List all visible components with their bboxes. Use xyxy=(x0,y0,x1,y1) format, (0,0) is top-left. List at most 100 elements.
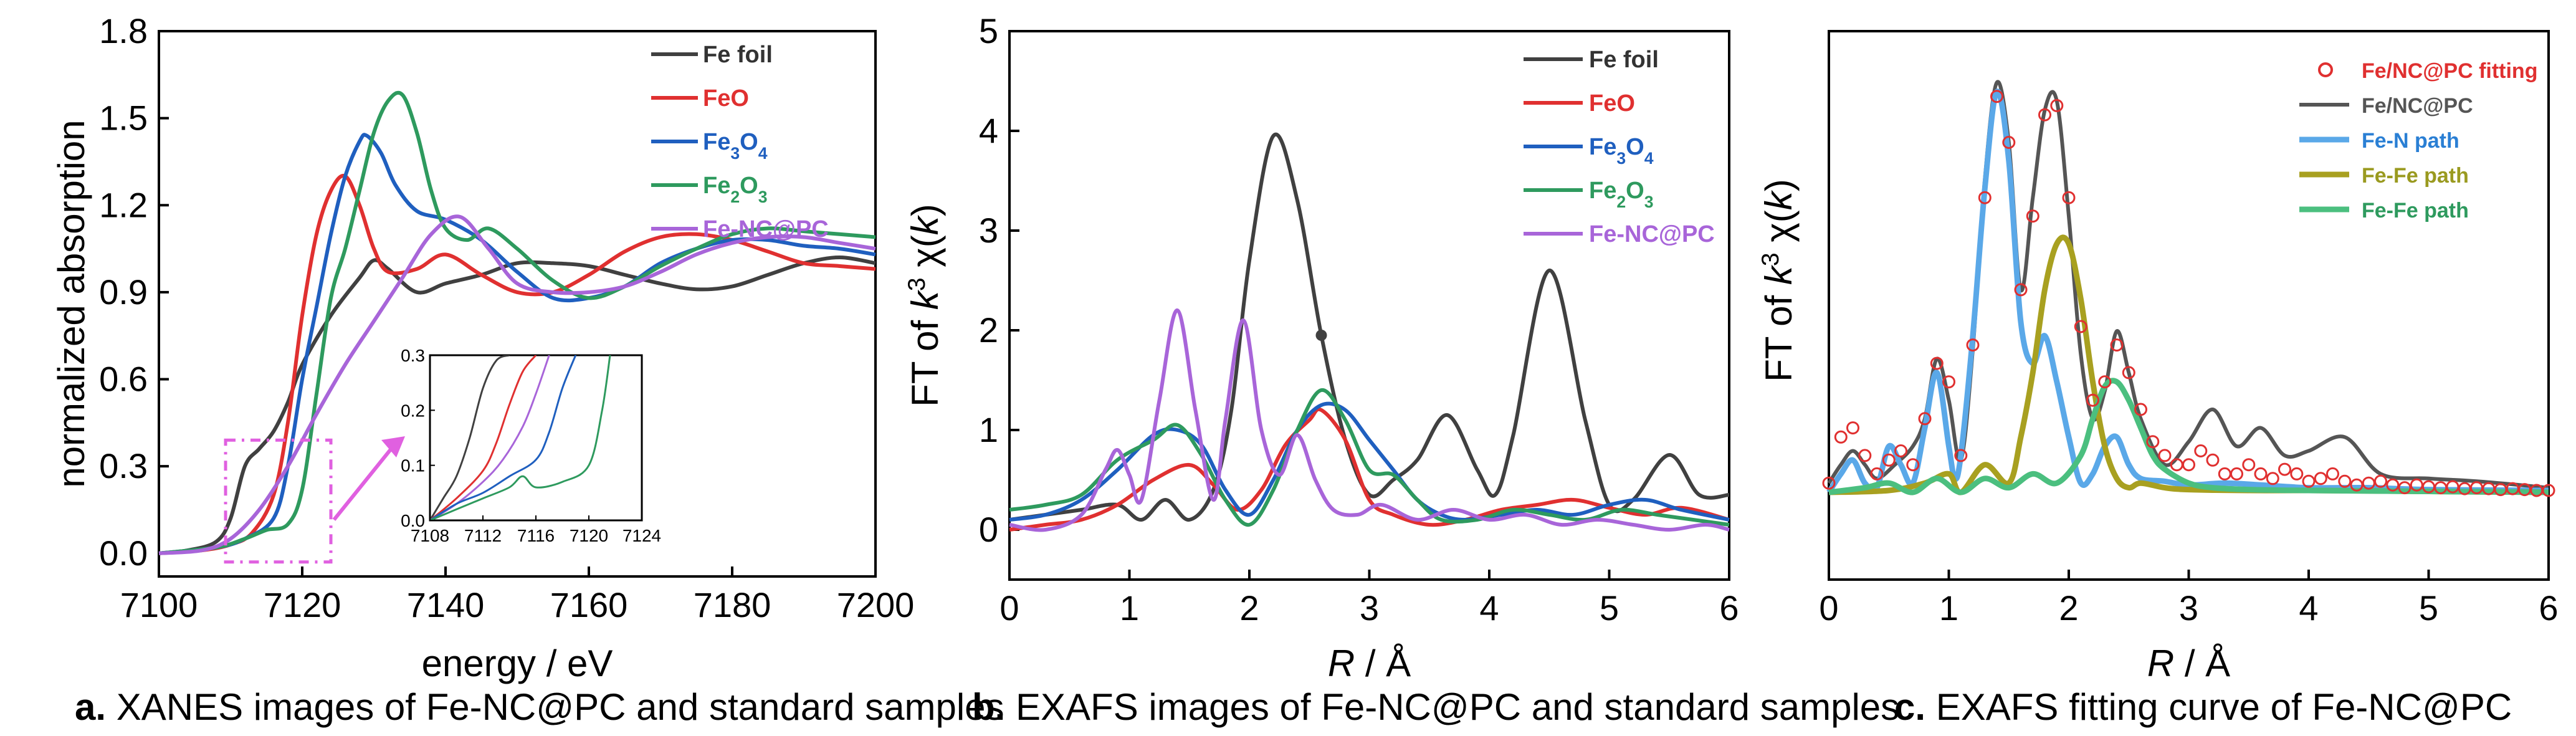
fit-marker xyxy=(2386,478,2400,492)
fit-marker xyxy=(1858,449,1872,462)
inset-y-tick-label: 0.3 xyxy=(401,346,425,365)
legend-label: Fe-NC@PC xyxy=(703,216,829,242)
fit-marker xyxy=(2086,393,2099,407)
zoom-arrow xyxy=(332,438,401,521)
legend-label: Fe-NC@PC xyxy=(1589,221,1715,247)
fit-marker xyxy=(2206,453,2220,467)
y-tick-label: 3 xyxy=(979,211,998,250)
fit-marker xyxy=(1966,338,1980,352)
fit-marker xyxy=(2242,458,2256,472)
x-tick-label: 4 xyxy=(1479,588,1499,628)
x-tick-label: 2 xyxy=(1239,588,1259,628)
caption-b-letter: b. xyxy=(972,686,1006,728)
x-tick-label: 1 xyxy=(1120,588,1139,628)
x-tick-label: 6 xyxy=(2539,588,2558,628)
fit-marker xyxy=(1822,476,1836,490)
zoom-region-box xyxy=(224,438,333,564)
inset-series-line xyxy=(430,355,510,520)
series-line xyxy=(158,90,876,555)
y-axis-label: FT of k3 χ(k) xyxy=(1757,179,1800,381)
inset-x-tick-label: 7116 xyxy=(517,526,555,545)
series-line xyxy=(1009,308,1730,532)
fit-marker xyxy=(1930,356,1944,370)
data-point-marker xyxy=(1315,330,1327,341)
y-tick-label: 0.9 xyxy=(99,272,148,312)
legend-label: Fe foil xyxy=(1589,47,1659,73)
y-axis-label: FT of k3 χ(k) xyxy=(904,204,947,406)
fit-marker xyxy=(1942,375,1955,389)
x-tick-label: 4 xyxy=(2299,588,2318,628)
series-line xyxy=(1828,234,2549,495)
fit-marker xyxy=(2002,136,2016,149)
inset-plot xyxy=(430,355,611,520)
inset-x-tick-label: 7112 xyxy=(464,526,502,545)
fit-marker xyxy=(2542,484,2555,497)
fit-marker xyxy=(2050,98,2064,112)
exafs-fitting-chart: 0 1 2 3 4 5 6 Fe/NC@PC fitting Fe/NC@PC Fe-N path… xyxy=(1757,30,2559,684)
x-tick-label: 0 xyxy=(1819,588,1838,628)
x-tick-label: 3 xyxy=(1360,588,1379,628)
legend-label: FeO xyxy=(703,85,749,112)
fit-marker xyxy=(2110,338,2124,352)
fit-marker xyxy=(2398,481,2411,495)
y-tick-label: 0.6 xyxy=(99,360,148,399)
xanes-chart: 7100 7120 7140 7160 7180 7200 0.0 0.3 0.6 0.9 1.2 1… xyxy=(50,11,914,684)
fit-marker xyxy=(2314,472,2327,485)
fit-marker xyxy=(2134,403,2147,416)
inset-y-tick-label: 0.0 xyxy=(401,511,425,530)
x-tick-label: 5 xyxy=(1600,588,1619,628)
fit-marker xyxy=(2410,478,2423,492)
x-tick-label: 7140 xyxy=(407,585,485,624)
legend-label: Fe/NC@PC fitting xyxy=(2362,59,2537,83)
x-tick-label: 2 xyxy=(2059,588,2078,628)
fit-marker xyxy=(1882,453,1896,467)
fit-marker xyxy=(2362,476,2375,490)
x-tick-label: 7200 xyxy=(837,585,915,624)
fit-marker xyxy=(2266,472,2279,485)
series-line xyxy=(1009,407,1730,532)
fit-marker xyxy=(1846,421,1859,435)
y-tick-label: 1.8 xyxy=(99,11,148,50)
caption-a-text: XANES images of Fe-NC@PC and standard sa… xyxy=(106,686,1004,728)
y-tick-label: 0.0 xyxy=(99,533,148,573)
caption-c-text: EXAFS fitting curve of Fe-NC@PC xyxy=(1925,686,2512,728)
fit-marker xyxy=(2182,458,2195,472)
fit-marker xyxy=(2038,108,2051,122)
fit-marker xyxy=(2218,467,2231,480)
exafs-chart: 0 1 2 3 4 5 6 0 1 2 3 4 5 Fe foil FeO Fe3O4 Fe2O3 Fe-NC@P… xyxy=(904,11,1739,684)
y-tick-label: 4 xyxy=(979,111,998,150)
y-tick-label: 2 xyxy=(979,310,998,350)
fit-marker xyxy=(2026,209,2039,223)
fit-marker xyxy=(1954,449,1968,462)
legend-label: Fe-Fe path xyxy=(2362,199,2469,222)
fit-marker xyxy=(2350,478,2364,492)
caption-c-letter: c. xyxy=(1894,686,1926,728)
inset-x-tick-label: 7124 xyxy=(623,526,661,545)
x-tick-label: 7180 xyxy=(694,585,771,624)
y-tick-label: 1 xyxy=(979,410,998,449)
inset-series-line xyxy=(430,355,611,520)
caption-a-letter: a. xyxy=(75,686,107,728)
series-line xyxy=(1828,378,2549,495)
legend-label: Fe2O3 xyxy=(703,173,768,206)
fit-marker xyxy=(2302,474,2316,488)
legend-label: Fe/NC@PC xyxy=(2362,94,2473,118)
fit-marker xyxy=(2278,462,2291,476)
series-line xyxy=(158,174,876,555)
series-line xyxy=(158,256,876,555)
caption-b-text: EXAFS images of Fe-NC@PC and standard sa… xyxy=(1005,686,1900,728)
fit-marker xyxy=(1918,412,1932,426)
x-tick-label: 5 xyxy=(2419,588,2438,628)
x-tick-label: 7120 xyxy=(264,585,341,624)
fit-marker xyxy=(2254,467,2268,480)
inset-x-tick-label: 7108 xyxy=(411,526,449,545)
inset-frame xyxy=(429,354,643,522)
fit-marker xyxy=(2158,449,2172,462)
y-tick-label: 1.5 xyxy=(99,98,148,138)
fit-marker xyxy=(1906,458,1920,472)
y-tick-label: 5 xyxy=(979,11,998,50)
legend-label: Fe3O4 xyxy=(703,129,768,163)
inset-x-tick-label: 7120 xyxy=(570,526,608,545)
legend-marker xyxy=(2318,62,2333,77)
